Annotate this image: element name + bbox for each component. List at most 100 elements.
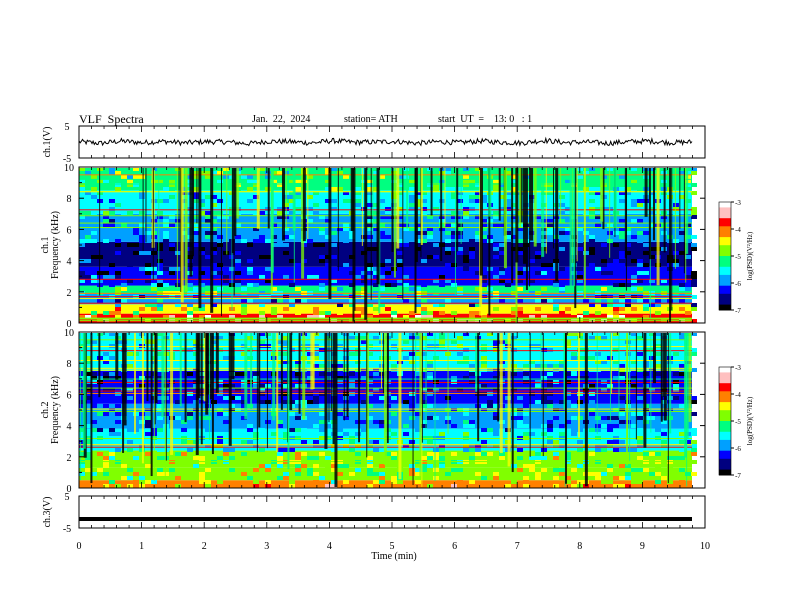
ch1-spectrogram-cell [79,179,85,183]
ch2-spectrogram-cell [487,428,493,432]
ch2-spectrogram-cell [157,396,163,400]
ch1-spectrogram-cell [343,215,349,219]
ch1-spectrogram-cell [241,303,247,307]
ch1-spectrogram-cell [679,299,685,303]
ch2-spectrogram-cell [403,400,409,404]
ch1-spectrogram-cell [325,167,331,171]
ch2-spectrogram-cell [547,424,553,428]
ch2-spectrogram-sferic [686,332,689,440]
ch2-spectrogram-cell [325,424,331,428]
ch2-spectrogram-cell [469,468,475,472]
ch1-spectrogram-ytick-label: 6 [67,225,72,236]
ch1-spectrogram-cell [445,243,451,247]
ch1-spectrogram-cell [79,211,85,215]
ch1-spectrogram-cell [589,235,595,239]
ch1-spectrogram-cell [271,255,277,259]
ch2-spectrogram-cell [451,340,457,344]
ch2-spectrogram-cell [649,472,655,476]
ch2-spectrogram-colorbar-tick-label: -7 [735,472,741,480]
ch1-spectrogram-cell [451,195,457,199]
ch1-spectrogram-cell [451,283,457,287]
ch1-spectrogram-colorbar-segment [719,231,731,235]
ch2-spectrogram-cell [655,428,661,432]
ch2-spectrogram-cell [223,452,229,456]
ch2-spectrogram-cell [241,472,247,476]
ch1-spectrogram-cell [517,287,523,291]
ch2-spectrogram-cell [343,364,349,368]
ch1-spectrogram-cell [259,303,265,307]
ch2-spectrogram-cell [127,484,133,488]
ch1-spectrogram-cell [493,175,499,179]
ch1-spectrogram-cell [373,283,379,287]
ch1-spectrogram-cell [343,275,349,279]
ch1-spectrogram-cell [421,207,427,211]
ch2-spectrogram-cell [469,412,475,416]
ch2-spectrogram-cell [79,376,85,380]
ch1-spectrogram-cell [505,179,511,183]
ch1-spectrogram-cell [565,259,571,263]
ch2-spectrogram-cell [637,448,643,452]
ch2-spectrogram-colorbar-segment [719,431,731,435]
ch1-spectrogram-cell [385,283,391,287]
ch1-spectrogram-cell [439,283,445,287]
ch1-spectrogram-cell [361,171,367,175]
ch1-spectrogram-sferic [488,167,491,316]
ch2-spectrogram-cell [421,400,427,404]
ch2-spectrogram-cell [325,332,331,336]
ch2-spectrogram-cell [481,404,487,408]
ch2-spectrogram-cell [337,364,343,368]
ch1-spectrogram-cell [427,255,433,259]
ch1-spectrogram-cell [499,299,505,303]
ch1-spectrogram-cell [235,239,241,243]
ch1-spectrogram-cell [295,191,301,195]
ch2-spectrogram-cell [391,468,397,472]
ch1-spectrogram-cell [313,311,319,315]
ch1-spectrogram-cell [157,279,163,283]
ch2-spectrogram-cell [391,432,397,436]
ch2-spectrogram-sferic [663,332,665,397]
ch1-spectrogram-cell [457,287,463,291]
ch2-spectrogram-sferic [529,332,531,457]
ch2-spectrogram-cell [457,452,463,456]
ch1-spectrogram-cell [463,207,469,211]
ch2-spectrogram-cell [421,404,427,408]
ch1-spectrogram-cell [619,303,625,307]
ch1-spectrogram-cell [361,235,367,239]
ch2-spectrogram-cell [463,452,469,456]
ch2-spectrogram-cell [619,440,625,444]
ch1-spectrogram-cell [379,211,385,215]
ch2-spectrogram-cell [187,472,193,476]
ch1-spectrogram-cell [289,259,295,263]
ch1-spectrogram-sferic [488,167,492,217]
ch2-spectrogram-cell [421,420,427,424]
ch1-spectrogram-sferic [370,167,372,301]
ch2-spectrogram-sferic [611,332,613,394]
ch2-spectrogram-cell [553,364,559,368]
ch2-spectrogram-cell [607,464,613,468]
ch2-spectrogram-cell [289,480,295,484]
ch2-spectrogram-cell [415,468,421,472]
ch1-spectrogram-cell [337,303,343,307]
ch2-spectrogram-cell [439,344,445,348]
ch1-spectrogram-cell [115,275,121,279]
ch1-spectrogram-cell [535,171,541,175]
ch1-spectrogram-cell [175,167,181,171]
ch2-spectrogram-cell [577,348,583,352]
ch2-spectrogram-cell [661,432,667,436]
ch1-spectrogram-cell [193,275,199,279]
ch1-spectrogram-cell [505,251,511,255]
ch1-spectrogram-cell [127,263,133,267]
ch2-spectrogram-cell [295,372,301,376]
ch2-spectrogram-cell [427,392,433,396]
ch2-spectrogram-cell [565,336,571,340]
ch1-spectrogram-cell [511,175,517,179]
ch1-spectrogram-cell [259,235,265,239]
ch1-spectrogram-cell [403,175,409,179]
ch2-spectrogram-cell [415,480,421,484]
ch1-spectrogram-cell [475,235,481,239]
ch2-spectrogram-cell [523,476,529,480]
ch2-spectrogram-cell [235,408,241,412]
ch2-spectrogram-cell [367,468,373,472]
ch1-spectrogram-cell [193,195,199,199]
ch1-spectrogram-cell [325,171,331,175]
